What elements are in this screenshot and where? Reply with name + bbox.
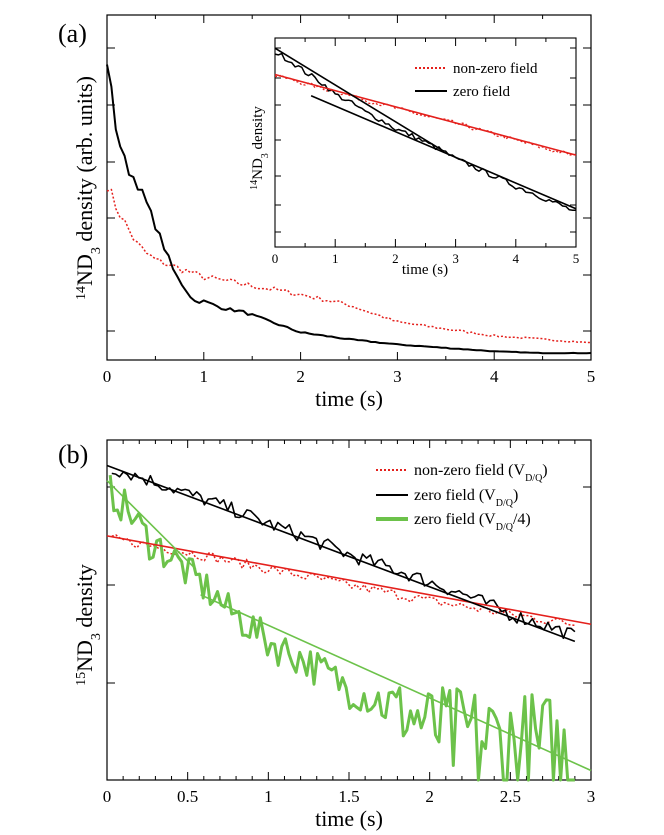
inset-series-nonzero-field bbox=[274, 74, 577, 156]
fit-zero-vdq bbox=[106, 464, 576, 643]
x-tick-label: 4 bbox=[490, 367, 499, 386]
x-tick-label: 1 bbox=[264, 787, 273, 806]
x-tick-label: 0 bbox=[103, 367, 112, 386]
inset-x-ticks: 0 1 2 3 4 5 bbox=[272, 38, 580, 266]
panel-b-series bbox=[106, 464, 592, 782]
panel-b-frame bbox=[106, 439, 592, 781]
x-tick-label: 0 bbox=[272, 251, 279, 266]
panel-b-x-axis-title: time (s) bbox=[315, 806, 383, 831]
x-tick-label: 1 bbox=[200, 367, 209, 386]
inset-y-axis-title: 14ND3 density bbox=[249, 106, 271, 190]
inset-fit-zero-late bbox=[310, 94, 577, 210]
x-tick-label: 1.5 bbox=[338, 787, 359, 806]
panel-b-x-ticks: 0 0.5 1 1.5 2 2.5 3 bbox=[103, 440, 596, 806]
inset-legend-label-nonzero: non-zero field bbox=[453, 61, 538, 77]
inset-legend-label-zero: zero field bbox=[453, 84, 511, 100]
b-legend-label-nonzero: non-zero field (VD/Q) bbox=[414, 462, 548, 484]
inset-series bbox=[274, 47, 577, 212]
series-zero-field-vdq-quarter bbox=[108, 474, 575, 782]
inset-x-axis-title: time (s) bbox=[402, 262, 448, 278]
x-tick-label: 3 bbox=[393, 367, 402, 386]
x-tick-label: 2 bbox=[425, 787, 434, 806]
x-tick-label: 0 bbox=[103, 787, 112, 806]
series-nonzero-field bbox=[106, 188, 591, 344]
x-tick-label: 5 bbox=[573, 251, 580, 266]
b-legend-label-zero-quarter: zero field (VD/Q/4) bbox=[414, 511, 531, 533]
panel-a-y-ticks bbox=[107, 47, 591, 332]
inset-y-ticks bbox=[275, 47, 576, 233]
inset-fit-nonzero bbox=[274, 73, 577, 156]
panel-b-legend: non-zero field (VD/Q) zero field (VD/Q) … bbox=[376, 462, 548, 533]
panel-a-x-ticks: 0 1 2 3 4 5 bbox=[103, 15, 596, 386]
x-tick-label: 4 bbox=[513, 251, 520, 266]
panel-b-label: (b) bbox=[58, 440, 88, 469]
fit-zero-quarter-late bbox=[200, 594, 592, 772]
fit-zero-quarter-early bbox=[106, 479, 197, 570]
x-tick-label: 2 bbox=[296, 367, 305, 386]
x-tick-label: 0.5 bbox=[177, 787, 198, 806]
panel-a-x-axis-title: time (s) bbox=[315, 386, 383, 411]
panel-a-label: (a) bbox=[58, 19, 87, 48]
x-tick-label: 3 bbox=[587, 787, 596, 806]
b-legend-label-zero: zero field (VD/Q) bbox=[414, 487, 518, 509]
panel-a-series bbox=[106, 64, 592, 355]
inset-legend: non-zero field zero field bbox=[415, 61, 538, 100]
inset-fit-zero-early bbox=[274, 47, 444, 152]
series-zero-field bbox=[106, 64, 592, 355]
panel-b-y-axis-title: 15ND3 density bbox=[72, 564, 104, 686]
x-tick-label: 3 bbox=[452, 251, 459, 266]
x-tick-label: 5 bbox=[587, 367, 596, 386]
x-tick-label: 1 bbox=[332, 251, 339, 266]
x-tick-label: 2.5 bbox=[500, 787, 521, 806]
fit-nonzero-vdq bbox=[106, 535, 592, 626]
x-tick-label: 2 bbox=[392, 251, 399, 266]
panel-a-y-axis-title: 14ND3 density (arb. units) bbox=[72, 76, 104, 300]
